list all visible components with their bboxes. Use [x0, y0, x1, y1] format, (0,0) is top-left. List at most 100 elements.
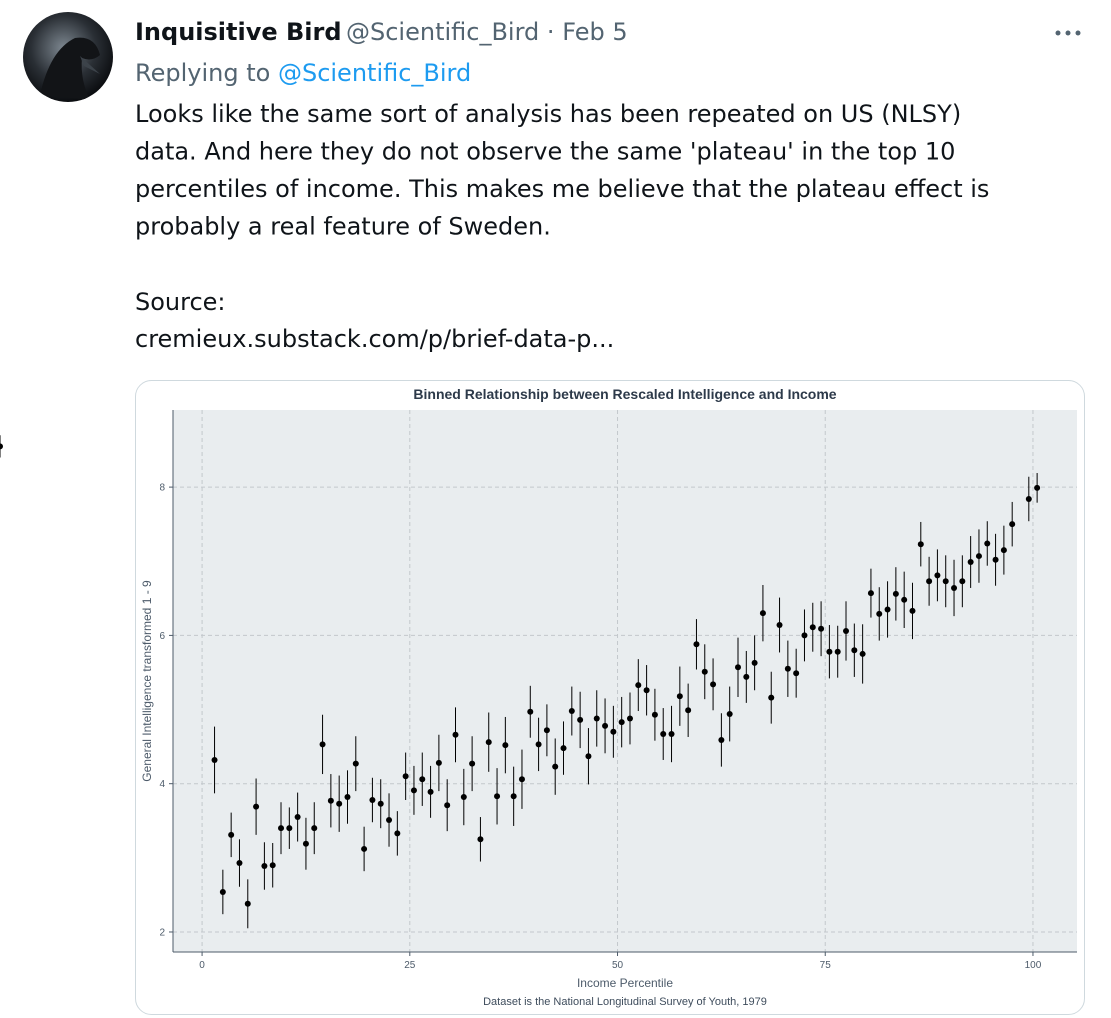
point: [261, 862, 268, 869]
source-link[interactable]: cremieux.substack.com/p/brief-data-p...: [135, 325, 614, 353]
point: [302, 840, 309, 847]
point: [278, 825, 285, 832]
point: [253, 803, 260, 810]
point: [851, 647, 858, 654]
date[interactable]: Feb 5: [562, 18, 627, 46]
point: [843, 627, 850, 634]
point: [527, 708, 534, 715]
point: [784, 665, 791, 672]
point: [460, 794, 467, 801]
point: [726, 710, 733, 717]
point: [560, 745, 567, 752]
point: [236, 860, 243, 867]
x-axis-label: Income Percentile: [577, 976, 673, 990]
point: [635, 682, 642, 689]
point: [801, 632, 808, 639]
point: [651, 711, 658, 718]
point: [660, 731, 667, 738]
point: [577, 716, 584, 723]
point: [759, 610, 766, 617]
point: [984, 540, 991, 547]
separator: ·: [547, 18, 555, 46]
point: [676, 693, 683, 700]
avatar[interactable]: [23, 12, 113, 102]
point: [1000, 547, 1007, 554]
author-name[interactable]: Inquisitive Bird: [135, 18, 342, 46]
point: [219, 888, 226, 895]
point: [909, 607, 916, 614]
replying-line: Replying to @Scientific_Bird: [135, 59, 471, 87]
point: [319, 741, 326, 748]
point: [967, 558, 974, 565]
point: [585, 753, 592, 760]
point: [685, 707, 692, 714]
x-tick-label: 75: [820, 960, 832, 971]
point: [776, 622, 783, 629]
y-tick-label: 8: [159, 483, 165, 494]
chart: Binned Relationship between Rescaled Int…: [0, 386, 1077, 1008]
point: [0, 443, 3, 450]
point: [934, 572, 941, 579]
tweet-body: Looks like the same sort of analysis has…: [135, 100, 989, 241]
replying-prefix: Replying to: [135, 59, 270, 87]
point: [867, 590, 874, 597]
y-tick-label: 6: [159, 631, 165, 642]
point: [311, 825, 318, 832]
y-tick-label: 2: [159, 927, 165, 938]
point: [419, 776, 426, 783]
point: [402, 773, 409, 780]
point: [643, 687, 650, 694]
x-tick-label: 0: [199, 960, 205, 971]
point: [876, 610, 883, 617]
point: [793, 670, 800, 677]
point: [410, 787, 417, 794]
point: [427, 788, 434, 795]
point: [1034, 484, 1041, 491]
point: [394, 830, 401, 837]
point: [618, 719, 625, 726]
point: [610, 728, 617, 735]
point: [336, 800, 343, 807]
point: [294, 814, 301, 821]
x-tick-label: 25: [404, 960, 416, 971]
point: [743, 673, 750, 680]
point: [602, 722, 609, 729]
y-axis-label: General Intelligence transformed 1 - 9: [140, 580, 154, 782]
more-button[interactable]: [1055, 30, 1081, 36]
point: [901, 596, 908, 603]
reply-link[interactable]: @Scientific_Bird: [278, 59, 471, 87]
point: [959, 578, 966, 585]
point: [485, 739, 492, 746]
point: [751, 659, 758, 666]
chart-title: Binned Relationship between Rescaled Int…: [413, 386, 836, 402]
body-line: data. And here they do not observe the s…: [135, 138, 955, 166]
author-meta: @Scientific_Bird · Feb 5: [346, 18, 628, 46]
point: [735, 664, 741, 671]
point: [942, 578, 949, 585]
point: [568, 708, 575, 715]
point: [826, 648, 833, 655]
point: [834, 648, 841, 655]
plot-background: [173, 410, 1077, 952]
point: [626, 715, 633, 722]
point: [710, 681, 717, 688]
point: [510, 793, 517, 800]
point: [1025, 495, 1032, 502]
point: [809, 624, 816, 631]
point: [552, 763, 559, 770]
point: [286, 825, 293, 832]
handle[interactable]: @Scientific_Bird: [346, 18, 539, 46]
point: [352, 760, 359, 767]
point: [701, 668, 708, 675]
point: [502, 742, 509, 749]
point: [992, 556, 999, 563]
point: [369, 797, 376, 804]
point: [477, 836, 484, 843]
point: [435, 759, 442, 766]
x-tick-label: 50: [612, 960, 624, 971]
point: [768, 694, 775, 701]
point: [377, 800, 384, 807]
point: [859, 650, 866, 657]
point: [518, 776, 525, 783]
